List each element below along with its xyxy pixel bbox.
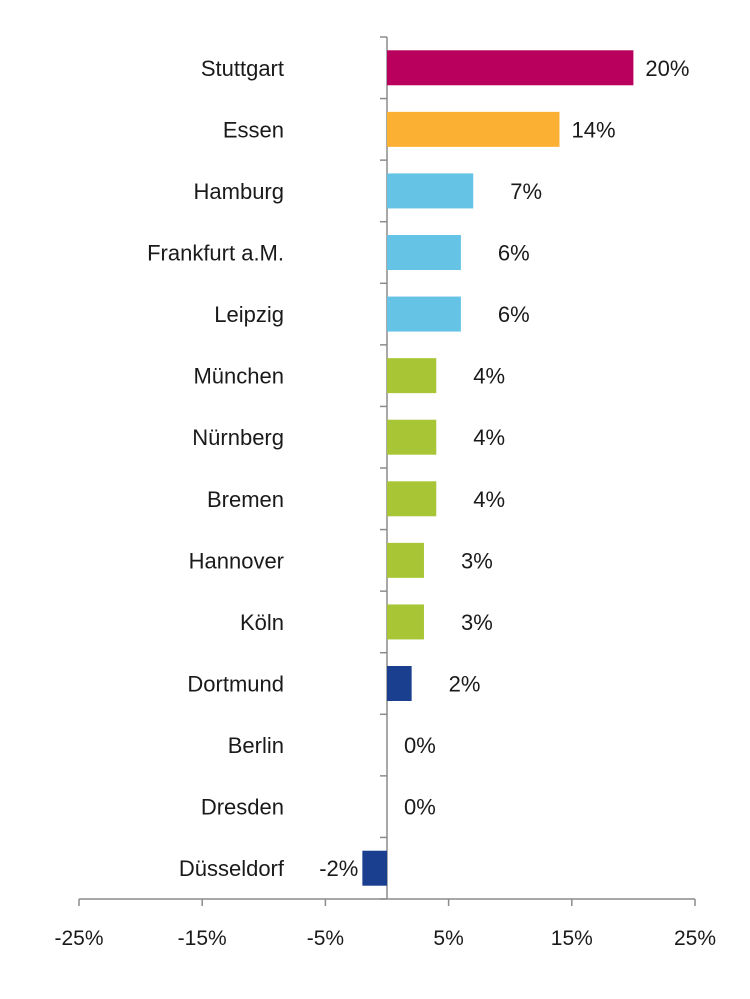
bar bbox=[387, 542, 424, 578]
bar bbox=[362, 850, 387, 886]
bars bbox=[362, 50, 634, 886]
category-label: Dresden bbox=[201, 795, 284, 820]
x-tick-label: 15% bbox=[551, 927, 593, 950]
category-labels: Stuttgart Essen Hamburg Frankfurt a.M. Leipz… bbox=[147, 56, 285, 881]
category-label: Dortmund bbox=[187, 672, 284, 697]
value-label: 4% bbox=[473, 364, 505, 389]
bar bbox=[387, 111, 560, 147]
category-label: Stuttgart bbox=[201, 56, 284, 81]
category-label: Frankfurt a.M. bbox=[147, 241, 284, 266]
category-label: Köln bbox=[240, 610, 284, 635]
category-label: Hamburg bbox=[194, 179, 284, 204]
value-label: 4% bbox=[473, 487, 505, 512]
bar bbox=[387, 296, 461, 332]
category-label: München bbox=[193, 364, 284, 389]
x-tick-label: -25% bbox=[54, 927, 103, 950]
category-label: Nürnberg bbox=[192, 425, 284, 450]
value-label: 4% bbox=[473, 425, 505, 450]
axes bbox=[78, 36, 696, 906]
bar bbox=[387, 235, 461, 270]
value-label: 14% bbox=[571, 117, 615, 142]
value-label: 3% bbox=[461, 548, 493, 573]
x-tick-labels: -25% -15% -5% 5% 15% 25% bbox=[54, 927, 716, 950]
bar bbox=[387, 481, 437, 517]
category-label: Bremen bbox=[207, 487, 284, 512]
x-tick-label: 5% bbox=[433, 927, 463, 950]
category-label: Leipzig bbox=[214, 302, 284, 327]
bar bbox=[387, 666, 412, 701]
value-label: 3% bbox=[461, 610, 493, 635]
value-label: 6% bbox=[498, 302, 530, 327]
bar bbox=[387, 50, 634, 86]
value-label: 6% bbox=[498, 241, 530, 266]
x-tick-label: -5% bbox=[307, 927, 344, 950]
bar bbox=[387, 358, 437, 394]
bar bbox=[387, 419, 437, 455]
value-label: 7% bbox=[510, 179, 542, 204]
value-labels: 20% 14% 7% 6% 6% 4% 4% 4% 3% 3% 2% 0% 0% -2% bbox=[319, 56, 689, 881]
value-label: -2% bbox=[319, 856, 358, 881]
x-tick-label: 25% bbox=[674, 927, 716, 950]
category-label: Düsseldorf bbox=[179, 856, 285, 881]
category-label: Essen bbox=[223, 117, 284, 142]
value-label: 2% bbox=[449, 672, 481, 697]
value-label: 0% bbox=[404, 795, 436, 820]
bar bbox=[387, 173, 474, 209]
bar bbox=[387, 604, 424, 640]
category-label: Berlin bbox=[228, 733, 284, 758]
value-label: 20% bbox=[645, 56, 689, 81]
value-label: 0% bbox=[404, 733, 436, 758]
category-label: Hannover bbox=[189, 548, 284, 573]
x-tick-label: -15% bbox=[178, 927, 227, 950]
